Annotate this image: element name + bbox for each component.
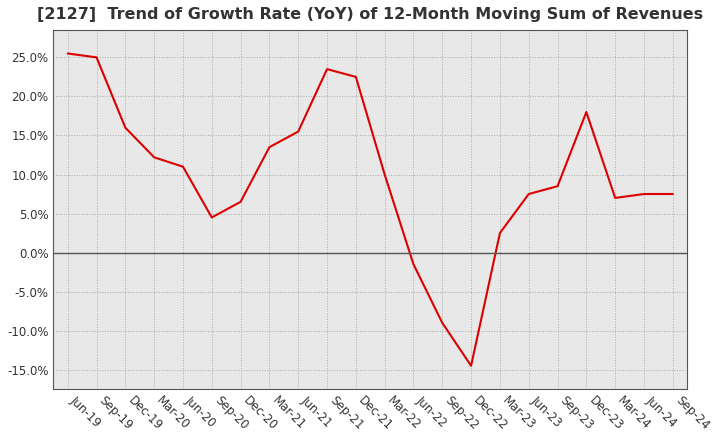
Title: [2127]  Trend of Growth Rate (YoY) of 12-Month Moving Sum of Revenues: [2127] Trend of Growth Rate (YoY) of 12-… (37, 7, 703, 22)
